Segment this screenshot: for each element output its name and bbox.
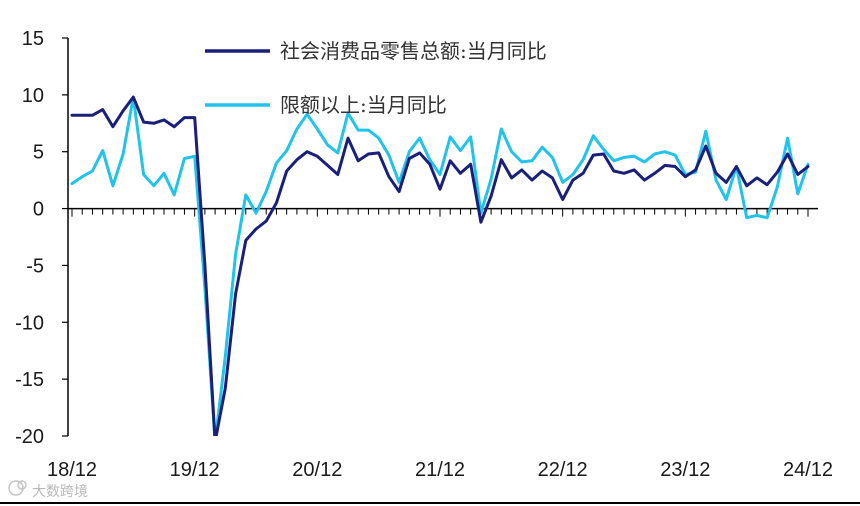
logo-icon [8, 480, 27, 496]
y-tick-label: 15 [22, 28, 44, 50]
y-tick-label: -20 [15, 426, 44, 448]
x-tick-label: 22/12 [538, 459, 588, 481]
x-tick-label: 19/12 [170, 459, 220, 481]
x-tick-label: 21/12 [415, 459, 465, 481]
x-axis: 18/12 19/12 20/12 21/12 22/12 23/12 24/12 [47, 207, 833, 481]
series-line-0 [70, 95, 810, 436]
y-tick-label: 0 [33, 199, 44, 221]
x-tick-label: 20/12 [292, 459, 342, 481]
watermark: 大数跨境 [8, 480, 88, 500]
legend-label-1: 限额以上:当月同比 [280, 93, 447, 117]
y-tick-label: -10 [15, 312, 44, 334]
legend-label-0: 社会消费品零售总额:当月同比 [280, 39, 547, 63]
series-lines [70, 95, 810, 436]
x-tick-label: 24/12 [783, 459, 833, 481]
y-tick-label: -15 [15, 369, 44, 391]
y-tick-label: 10 [22, 85, 44, 107]
watermark-text: 大数跨境 [32, 484, 88, 500]
series-line-1 [70, 95, 810, 436]
y-tick-label: -5 [26, 255, 44, 277]
x-tick-label: 23/12 [660, 459, 710, 481]
y-tick-label: 5 [33, 142, 44, 164]
x-tick-label: 18/12 [47, 459, 97, 481]
y-axis: 15 10 5 0 -5 -10 -15 -20 [15, 28, 69, 448]
